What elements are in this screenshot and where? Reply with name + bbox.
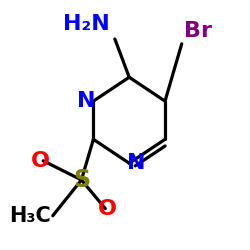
Text: Br: Br	[184, 22, 212, 42]
Text: H₂N: H₂N	[63, 14, 110, 34]
Text: N: N	[127, 153, 146, 173]
Text: O: O	[31, 151, 50, 171]
Text: N: N	[77, 91, 96, 111]
Text: O: O	[98, 198, 117, 218]
Text: H₃C: H₃C	[9, 206, 50, 226]
Text: S: S	[73, 168, 90, 192]
